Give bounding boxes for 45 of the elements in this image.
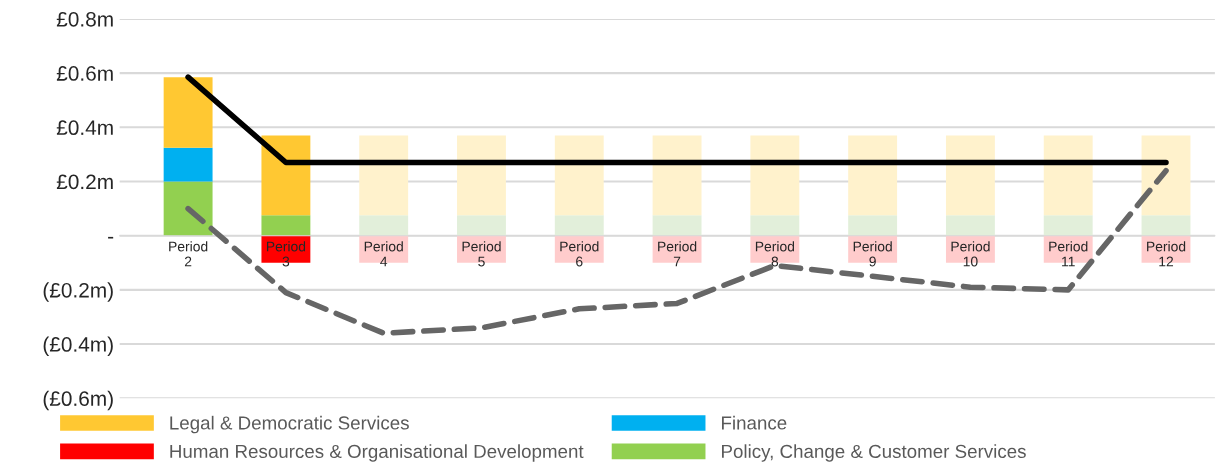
x-tick-label: Period 10 bbox=[951, 241, 990, 267]
x-tick-label: Period 8 bbox=[755, 241, 795, 267]
bar bbox=[261, 215, 311, 236]
bar bbox=[359, 215, 409, 236]
bar bbox=[163, 147, 213, 182]
x-tick-label: Period 7 bbox=[658, 241, 697, 267]
y-tick-label: - bbox=[108, 236, 114, 239]
legend-label: Finance bbox=[722, 415, 787, 430]
x-tick-label: Period 5 bbox=[462, 241, 501, 267]
x-tick-label: Period 12 bbox=[1147, 241, 1186, 267]
y-tick-label: (£0.6m) bbox=[43, 390, 113, 411]
x-tick-label: Period 6 bbox=[560, 241, 599, 267]
legend-label: Policy, Change & Customer Services bbox=[722, 444, 1026, 462]
bar bbox=[261, 135, 311, 216]
bar bbox=[750, 135, 800, 216]
bar bbox=[848, 135, 898, 216]
bar bbox=[945, 135, 995, 216]
bar bbox=[554, 135, 604, 216]
x-tick-label: Period 11 bbox=[1049, 241, 1088, 267]
bar bbox=[945, 215, 995, 236]
bar bbox=[1043, 135, 1093, 216]
y-tick-label: (£0.2m) bbox=[43, 282, 113, 302]
y-tick-label: £0.2m bbox=[56, 174, 113, 190]
x-tick-label: Period 4 bbox=[364, 241, 403, 267]
bar bbox=[163, 181, 213, 236]
legend-label: Human Resources & Organisational Development bbox=[170, 444, 584, 462]
bar bbox=[652, 215, 702, 236]
x-tick-label: Period 9 bbox=[853, 241, 892, 267]
bar bbox=[457, 135, 506, 216]
bar bbox=[554, 215, 604, 236]
y-tick-label: (£0.4m) bbox=[43, 336, 113, 356]
y-tick-label: £0.4m bbox=[56, 120, 113, 136]
bar bbox=[1141, 135, 1191, 216]
bar bbox=[163, 77, 213, 148]
bar bbox=[359, 135, 409, 216]
bar bbox=[457, 215, 506, 236]
y-tick-label: £0.6m bbox=[56, 66, 113, 81]
bar bbox=[652, 135, 702, 216]
x-tick-label: Period 2 bbox=[169, 241, 208, 267]
y-tick-label: £0.8m bbox=[56, 11, 113, 27]
legend-label: Legal & Democratic Services bbox=[170, 415, 409, 434]
bar bbox=[750, 215, 800, 236]
bar bbox=[1141, 215, 1191, 236]
bar bbox=[848, 215, 898, 236]
bar bbox=[1043, 215, 1093, 236]
